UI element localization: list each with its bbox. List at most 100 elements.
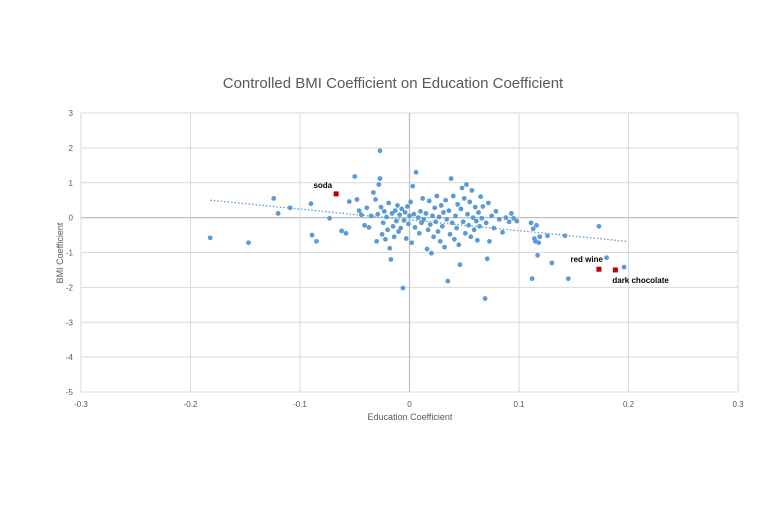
data-point xyxy=(453,213,458,219)
highlight-marker xyxy=(612,267,618,273)
data-point xyxy=(416,230,422,236)
data-point xyxy=(508,211,514,216)
data-point xyxy=(482,296,488,301)
data-point xyxy=(446,208,452,214)
data-point xyxy=(370,190,376,195)
data-point xyxy=(377,176,383,181)
data-point xyxy=(356,208,362,214)
x-tick-label: 0.2 xyxy=(623,400,635,409)
data-point xyxy=(389,211,395,216)
highlight-label: red wine xyxy=(570,255,603,264)
data-point xyxy=(397,212,403,218)
data-point xyxy=(466,222,472,228)
data-point xyxy=(354,197,360,202)
data-point xyxy=(246,240,251,246)
data-point xyxy=(464,182,469,187)
data-point xyxy=(468,234,474,240)
data-point xyxy=(621,264,627,270)
data-point xyxy=(392,208,398,214)
data-point xyxy=(491,225,497,231)
data-point xyxy=(411,211,417,217)
data-point xyxy=(419,220,424,226)
chart-title: Controlled BMI Coefficient on Education … xyxy=(223,75,564,92)
data-point xyxy=(472,204,478,210)
x-tick-label: 0.3 xyxy=(732,400,744,409)
data-point xyxy=(441,209,446,215)
data-point xyxy=(549,260,555,266)
data-point xyxy=(287,205,293,211)
data-point xyxy=(437,238,443,244)
data-point xyxy=(399,206,405,212)
data-point xyxy=(308,201,314,207)
data-point xyxy=(536,240,542,246)
data-point xyxy=(427,222,433,228)
data-point xyxy=(457,262,463,268)
data-point xyxy=(506,219,512,225)
data-point xyxy=(368,213,374,219)
x-tick-label: -0.3 xyxy=(74,400,88,409)
y-tick-label: 1 xyxy=(69,179,74,188)
data-point xyxy=(374,238,380,244)
tick-labels: -5 -4 -3 -2 -1 0 1 2 3 -0.3 -0.2 -0.1 0 0.1 0.2 0.3 xyxy=(66,109,744,409)
highlight-marker xyxy=(333,191,339,197)
data-point xyxy=(451,236,457,242)
data-point xyxy=(406,221,411,227)
data-point xyxy=(401,218,407,223)
data-point xyxy=(496,216,502,222)
data-point xyxy=(376,182,382,187)
data-point xyxy=(398,225,404,231)
data-point xyxy=(403,236,409,241)
data-point xyxy=(460,219,466,225)
data-point xyxy=(275,211,281,216)
data-point xyxy=(471,227,477,233)
data-point xyxy=(395,203,400,208)
data-point xyxy=(377,148,383,154)
data-point xyxy=(511,215,516,221)
data-point xyxy=(436,214,442,220)
data-point xyxy=(483,220,489,226)
data-point xyxy=(385,227,390,233)
data-point xyxy=(479,215,485,221)
data-point xyxy=(404,204,410,209)
data-point xyxy=(445,278,451,284)
data-point xyxy=(366,224,372,230)
data-point xyxy=(534,222,539,228)
data-point xyxy=(409,240,415,246)
data-point xyxy=(477,223,482,229)
data-point xyxy=(530,226,536,232)
data-point xyxy=(393,218,399,224)
data-point xyxy=(443,197,449,203)
data-point xyxy=(476,209,481,215)
data-point xyxy=(429,250,434,256)
data-point xyxy=(327,215,332,221)
data-point xyxy=(373,197,378,202)
data-point xyxy=(378,204,384,210)
data-point xyxy=(465,211,470,217)
data-points xyxy=(207,148,627,301)
data-point xyxy=(425,227,431,233)
data-point xyxy=(426,198,432,204)
data-point xyxy=(343,230,349,236)
data-point xyxy=(346,199,352,204)
data-point xyxy=(470,215,476,221)
data-point xyxy=(364,205,370,211)
data-point xyxy=(462,230,468,236)
y-tick-label: -5 xyxy=(66,388,74,397)
data-point xyxy=(314,238,319,244)
x-tick-label: 0 xyxy=(407,400,412,409)
data-point xyxy=(410,183,416,189)
data-point xyxy=(448,176,454,181)
highlight-label: soda xyxy=(313,181,332,190)
data-point xyxy=(388,257,394,262)
data-point xyxy=(514,218,520,224)
data-point xyxy=(352,174,358,179)
data-point xyxy=(362,222,368,228)
data-point xyxy=(480,204,486,209)
data-point xyxy=(447,231,453,237)
data-point xyxy=(433,219,439,225)
data-point xyxy=(387,245,393,251)
data-point xyxy=(442,244,447,250)
data-point xyxy=(545,233,550,239)
data-point xyxy=(415,215,421,221)
